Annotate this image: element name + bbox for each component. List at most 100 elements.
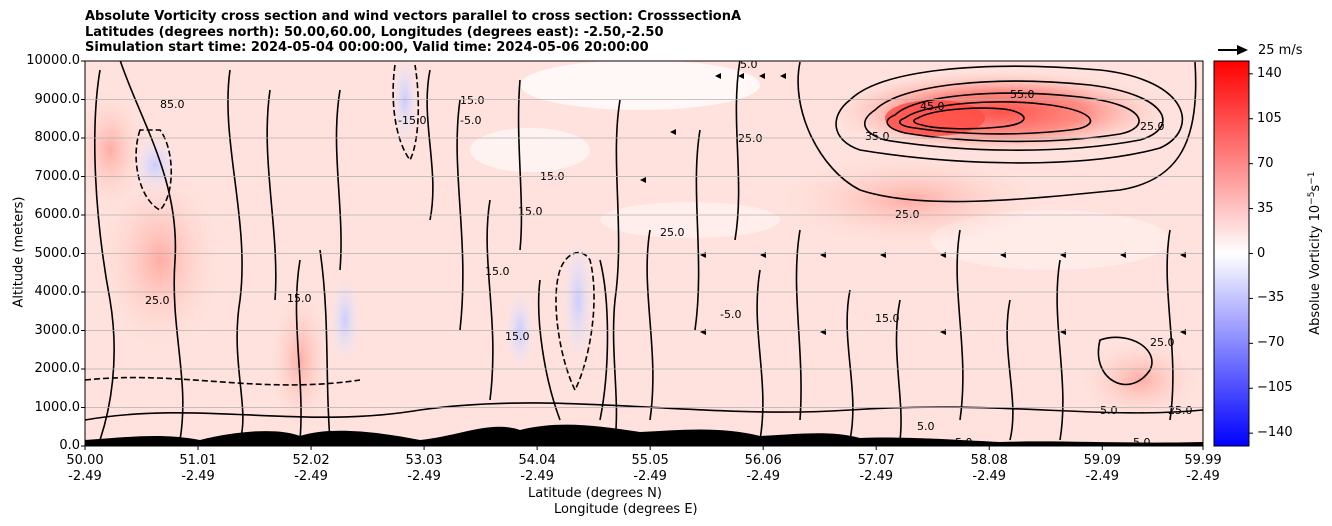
svg-text:15.0: 15.0 (485, 265, 510, 278)
x-tick-longitude: -2.49 (972, 469, 1007, 484)
colorbar-tick-label: −35 (1257, 290, 1285, 306)
x-tick-label: 50.00 -2.49 (50, 453, 120, 485)
contour-lines (85, 61, 1203, 441)
x-tick-latitude: 54.04 (518, 453, 556, 468)
x-tick-longitude: -2.49 (294, 469, 328, 484)
x-tick-label: 58.08 -2.49 (954, 453, 1024, 485)
svg-text:45.0: 45.0 (920, 100, 945, 113)
vorticity-field: 45.0 55.0 35.0 25.0 25.0 25.0 15.0 15.0 … (85, 58, 1203, 449)
x-tick-latitude: 50.00 (66, 453, 104, 468)
y-tick-label: 0.0 (59, 438, 80, 453)
svg-text:25.0: 25.0 (145, 294, 170, 307)
x-tick-longitude: -2.49 (181, 469, 215, 484)
quiver-key-label: 25 m/s (1258, 43, 1303, 58)
chart-title-line-1: Absolute Vorticity cross section and win… (85, 9, 742, 24)
svg-text:85.0: 85.0 (160, 98, 185, 111)
svg-text:25.0: 25.0 (738, 132, 763, 145)
x-tick-latitude: 59.09 (1083, 453, 1121, 468)
x-axis-label-longitude: Longitude (degrees E) (554, 502, 698, 517)
colorbar-tick-label: −105 (1257, 380, 1293, 396)
svg-text:5.0: 5.0 (1100, 404, 1118, 417)
quiver-key-arrowhead (1237, 45, 1248, 55)
colorbar-label-exp: −5 (1306, 191, 1317, 205)
colorbar-label-text: Absolue Vorticity 10 (1308, 204, 1324, 335)
chart-title-line-2: Latitudes (degrees north): 50.00,60.00, … (85, 25, 664, 40)
x-tick-latitude: 56.06 (744, 453, 782, 468)
x-tick-latitude: 59.99 (1184, 453, 1222, 468)
svg-text:35.0: 35.0 (865, 130, 890, 143)
svg-text:25.0: 25.0 (895, 208, 920, 221)
svg-text:25.0: 25.0 (1150, 336, 1175, 349)
x-tick-latitude: 53.03 (405, 453, 443, 468)
y-tick-label: 10000.0 (26, 53, 80, 68)
svg-text:55.0: 55.0 (1010, 88, 1035, 101)
svg-text:-15.0: -15.0 (398, 114, 426, 127)
x-tick-longitude: -2.49 (1186, 469, 1220, 484)
x-tick-latitude: 58.08 (970, 453, 1008, 468)
svg-text:5.0: 5.0 (740, 58, 758, 71)
y-tick-label: 3000.0 (34, 322, 81, 338)
colorbar-label-unit-exp: −1 (1306, 171, 1317, 185)
pink-region (270, 290, 330, 430)
y-tick-label: 1000.0 (34, 399, 81, 415)
x-tick-label: 53.03 -2.49 (389, 453, 459, 485)
svg-text:15.0: 15.0 (505, 330, 530, 343)
svg-text:25.0: 25.0 (1168, 404, 1193, 417)
x-tick-label: 59.99 -2.49 (1168, 453, 1238, 485)
x-tick-longitude: -2.49 (746, 469, 780, 484)
x-tick-longitude: -2.49 (68, 469, 102, 484)
y-tick-label: 6000.0 (34, 207, 81, 222)
x-tick-label: 52.02 -2.49 (276, 453, 346, 485)
grid-lines (85, 99, 1203, 408)
min-vorticity-region (562, 235, 594, 365)
x-tick-longitude: -2.49 (859, 469, 894, 484)
x-tick-longitude: -2.49 (407, 469, 441, 484)
svg-text:25.0: 25.0 (1140, 120, 1165, 133)
svg-text:15.0: 15.0 (460, 94, 485, 107)
x-tick-label: 56.06 -2.49 (728, 453, 798, 485)
svg-text:15.0: 15.0 (875, 312, 900, 325)
min-vorticity-region (505, 290, 535, 370)
y-tick-label: 7000.0 (34, 168, 81, 184)
min-vorticity-region (330, 275, 360, 365)
min-vorticity-region (391, 61, 419, 145)
x-tick-label: 55.05 -2.49 (615, 453, 685, 485)
white-patch (470, 128, 590, 172)
colorbar-label: Absolue Vorticity 10−5s−1 (1307, 168, 1323, 338)
colorbar-tick-label: 105 (1257, 110, 1282, 126)
colorbar-tick-label: 70 (1257, 155, 1274, 171)
x-tick-latitude: 57.07 (857, 453, 895, 468)
y-tick-label: 9000.0 (34, 91, 81, 107)
x-tick-label: 59.09 -2.49 (1067, 453, 1137, 485)
svg-text:5.0: 5.0 (1133, 436, 1151, 449)
y-tick-label: 2000.0 (34, 361, 81, 376)
svg-text:15.0: 15.0 (518, 205, 543, 218)
pink-region (85, 90, 145, 210)
chart-title-line-3: Simulation start time: 2024-05-04 00:00:… (85, 40, 649, 55)
y-tick-label: 5000.0 (34, 245, 81, 261)
colorbar-tick-label: −70 (1257, 335, 1285, 351)
x-tick-longitude: -2.49 (1085, 469, 1120, 484)
svg-text:15.0: 15.0 (287, 292, 312, 305)
x-axis-label-latitude: Latitude (degrees N) (528, 486, 662, 501)
colorbar-tick-marks (1249, 73, 1253, 434)
svg-text:5.0: 5.0 (917, 420, 935, 433)
contour-labels: 45.0 55.0 35.0 25.0 25.0 25.0 15.0 15.0 … (145, 58, 1193, 449)
x-tick-label: 51.01 -2.49 (163, 453, 233, 485)
white-patch (520, 61, 760, 110)
y-tick-marks (81, 60, 85, 447)
svg-text:-5.0: -5.0 (720, 308, 741, 321)
x-tick-latitude: 51.01 (179, 453, 217, 468)
x-tick-longitude: -2.49 (520, 469, 554, 484)
white-patch (600, 202, 780, 238)
y-tick-label: 8000.0 (34, 130, 81, 145)
colorbar (1213, 60, 1250, 447)
y-axis-label: Altitude (meters) (11, 196, 27, 308)
colorbar-label-unit: s (1308, 184, 1324, 192)
svg-text:25.0: 25.0 (660, 226, 685, 239)
y-tick-label: 4000.0 (34, 284, 81, 299)
colorbar-tick-label: 0 (1257, 245, 1266, 261)
colorbar-tick-label: −140 (1257, 425, 1293, 441)
x-tick-latitude: 55.05 (631, 453, 669, 468)
